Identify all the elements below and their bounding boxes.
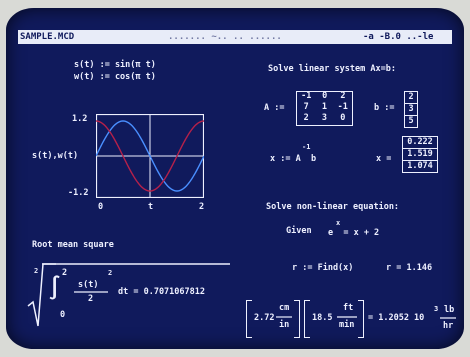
y-axis-label: s(t),w(t) [32, 151, 79, 161]
worksheet[interactable]: s(t) := sin(π t) w(t) := cos(π t) 1.2 s(… [6, 8, 464, 349]
window-title: SAMPLE.MCD [20, 32, 75, 42]
unit-result: = 1.2052 10 [368, 313, 425, 323]
title-bar: SAMPLE.MCD ....... ~.. .. ...... -a -B.0… [18, 30, 452, 44]
equation[interactable]: e = x + 2 [328, 228, 380, 238]
find-expression[interactable]: r := Find(x) [292, 263, 354, 273]
fraction-bar [74, 291, 108, 293]
w-curve [96, 120, 204, 192]
x-expression[interactable]: x := A b [270, 154, 317, 164]
menu-bar-right[interactable]: -a -B.0 ..-le [363, 32, 434, 42]
integrand-numerator[interactable]: s(t) [78, 280, 99, 290]
unit-result-fraction-bar [440, 317, 456, 319]
y-max-label: 1.2 [72, 114, 88, 124]
x-equals: x = [376, 154, 392, 164]
inverse-exponent: -1 [302, 143, 311, 151]
function-plot[interactable] [96, 114, 204, 198]
s-curve [96, 120, 204, 192]
rms-heading[interactable]: Root mean square [32, 240, 114, 250]
x-max-label: 2 [199, 202, 205, 212]
unit-b-denominator: min [339, 320, 355, 330]
unit-a-fraction-bar [276, 316, 292, 318]
vector-x: 0.222 1.519 1.074 [402, 136, 438, 173]
menu-bar[interactable]: ....... ~.. .. ...... [168, 32, 282, 42]
unit-a-bracket-right [294, 300, 300, 338]
y-min-label: -1.2 [68, 188, 89, 198]
unit-result-exponent: 3 [434, 305, 439, 313]
exponent-x: x [336, 219, 341, 227]
nonlinear-heading[interactable]: Solve non-linear equation: [266, 202, 400, 212]
unit-result-numerator: lb [444, 305, 455, 315]
integrand-exponent: 2 [108, 269, 113, 277]
find-result: r = 1.146 [386, 263, 433, 273]
integrand-denominator: 2 [88, 294, 94, 304]
rms-result: dt = 0.7071067812 [118, 287, 205, 297]
radical-bar [42, 263, 230, 265]
given-label: Given [286, 226, 312, 236]
w-definition[interactable]: w(t) := cos(π t) [74, 72, 156, 82]
unit-a-bracket-left [246, 300, 252, 338]
unit-a-numerator: cm [279, 303, 290, 313]
integral-sign: ∫ [48, 276, 62, 301]
x-min-label: 0 [98, 202, 104, 212]
unit-result-denominator: hr [443, 321, 454, 331]
integral-lower-limit: 0 [60, 310, 66, 320]
unit-a-value[interactable]: 2.72 [254, 313, 275, 323]
linear-heading[interactable]: Solve linear system Ax=b: [268, 64, 396, 74]
s-definition[interactable]: s(t) := sin(π t) [74, 60, 156, 70]
b-label: b := [374, 103, 395, 113]
unit-b-numerator: ft [343, 303, 354, 313]
unit-b-value[interactable]: 18.5 [312, 313, 333, 323]
unit-b-fraction-bar [337, 316, 357, 318]
A-label: A := [264, 103, 285, 113]
unit-b-bracket-left [304, 300, 310, 338]
unit-a-denominator: in [279, 320, 290, 330]
crt-screen: SAMPLE.MCD ....... ~.. .. ...... -a -B.0… [6, 8, 464, 349]
x-axis-label: t [148, 202, 154, 212]
integral-upper-limit: 2 [62, 268, 68, 278]
radical-sign [27, 263, 56, 327]
unit-b-bracket-right [358, 300, 364, 338]
sqrt-superscript: 2 [34, 267, 39, 275]
